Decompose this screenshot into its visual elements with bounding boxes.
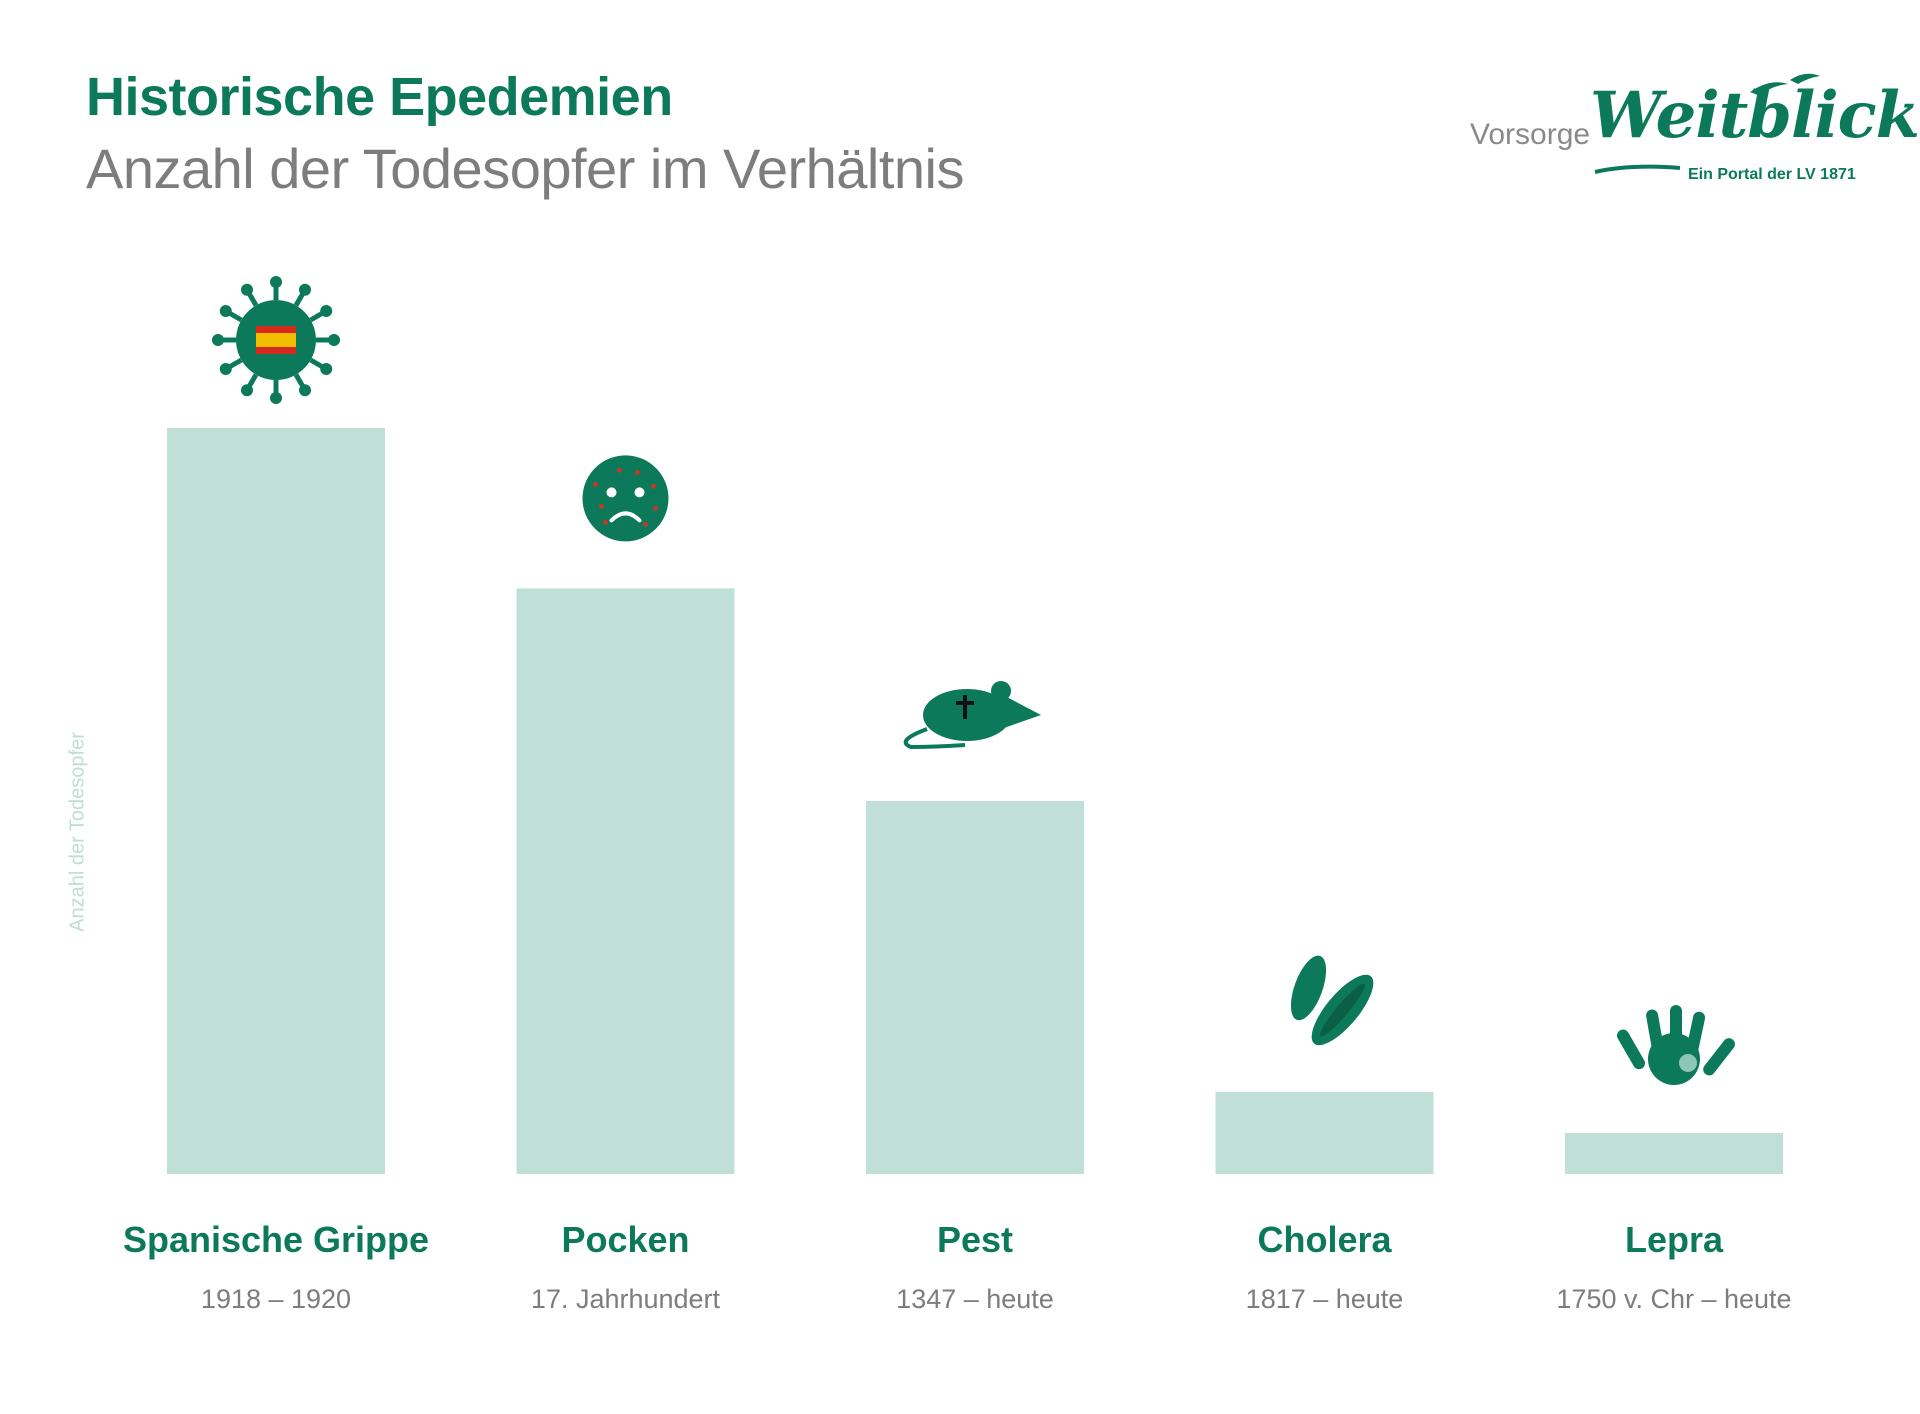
brand-logo: Vorsorge Weitblick Ein Portal der LV 187… (1470, 70, 1920, 190)
virus-icon (212, 276, 340, 404)
category-label: Lepra (1625, 1219, 1724, 1260)
rat-icon (903, 681, 1041, 750)
bird-swoosh-icon (1594, 73, 1820, 174)
sad-face-icon (582, 455, 669, 542)
logo-tagline: Ein Portal der LV 1871 (1688, 166, 1856, 183)
category-label: Pocken (561, 1219, 689, 1260)
chart-subtitle: Anzahl der Todesopfer im Verhältnis (86, 137, 964, 200)
period-label: 1750 v. Chr – heute (1556, 1284, 1791, 1314)
bar-3 (1215, 1091, 1434, 1174)
category-label: Cholera (1257, 1219, 1392, 1260)
bar-2 (866, 801, 1084, 1174)
category-label: Spanische Grippe (123, 1219, 429, 1260)
bacteria-icon (1290, 955, 1374, 1046)
bar-4 (1565, 1132, 1783, 1174)
period-label: 17. Jahrhundert (531, 1284, 721, 1314)
hand-icon (1617, 1004, 1735, 1085)
chart-title: Historische Epedemien (86, 67, 673, 127)
bar-0 (167, 428, 385, 1174)
period-label: 1817 – heute (1246, 1284, 1404, 1314)
period-label: 1918 – 1920 (201, 1284, 351, 1314)
category-label: Pest (937, 1219, 1013, 1260)
period-label: 1347 – heute (896, 1284, 1054, 1314)
bar-1 (516, 588, 735, 1174)
logo-name: Weitblick (1590, 78, 1920, 153)
logo-prefix: Vorsorge (1470, 118, 1591, 151)
